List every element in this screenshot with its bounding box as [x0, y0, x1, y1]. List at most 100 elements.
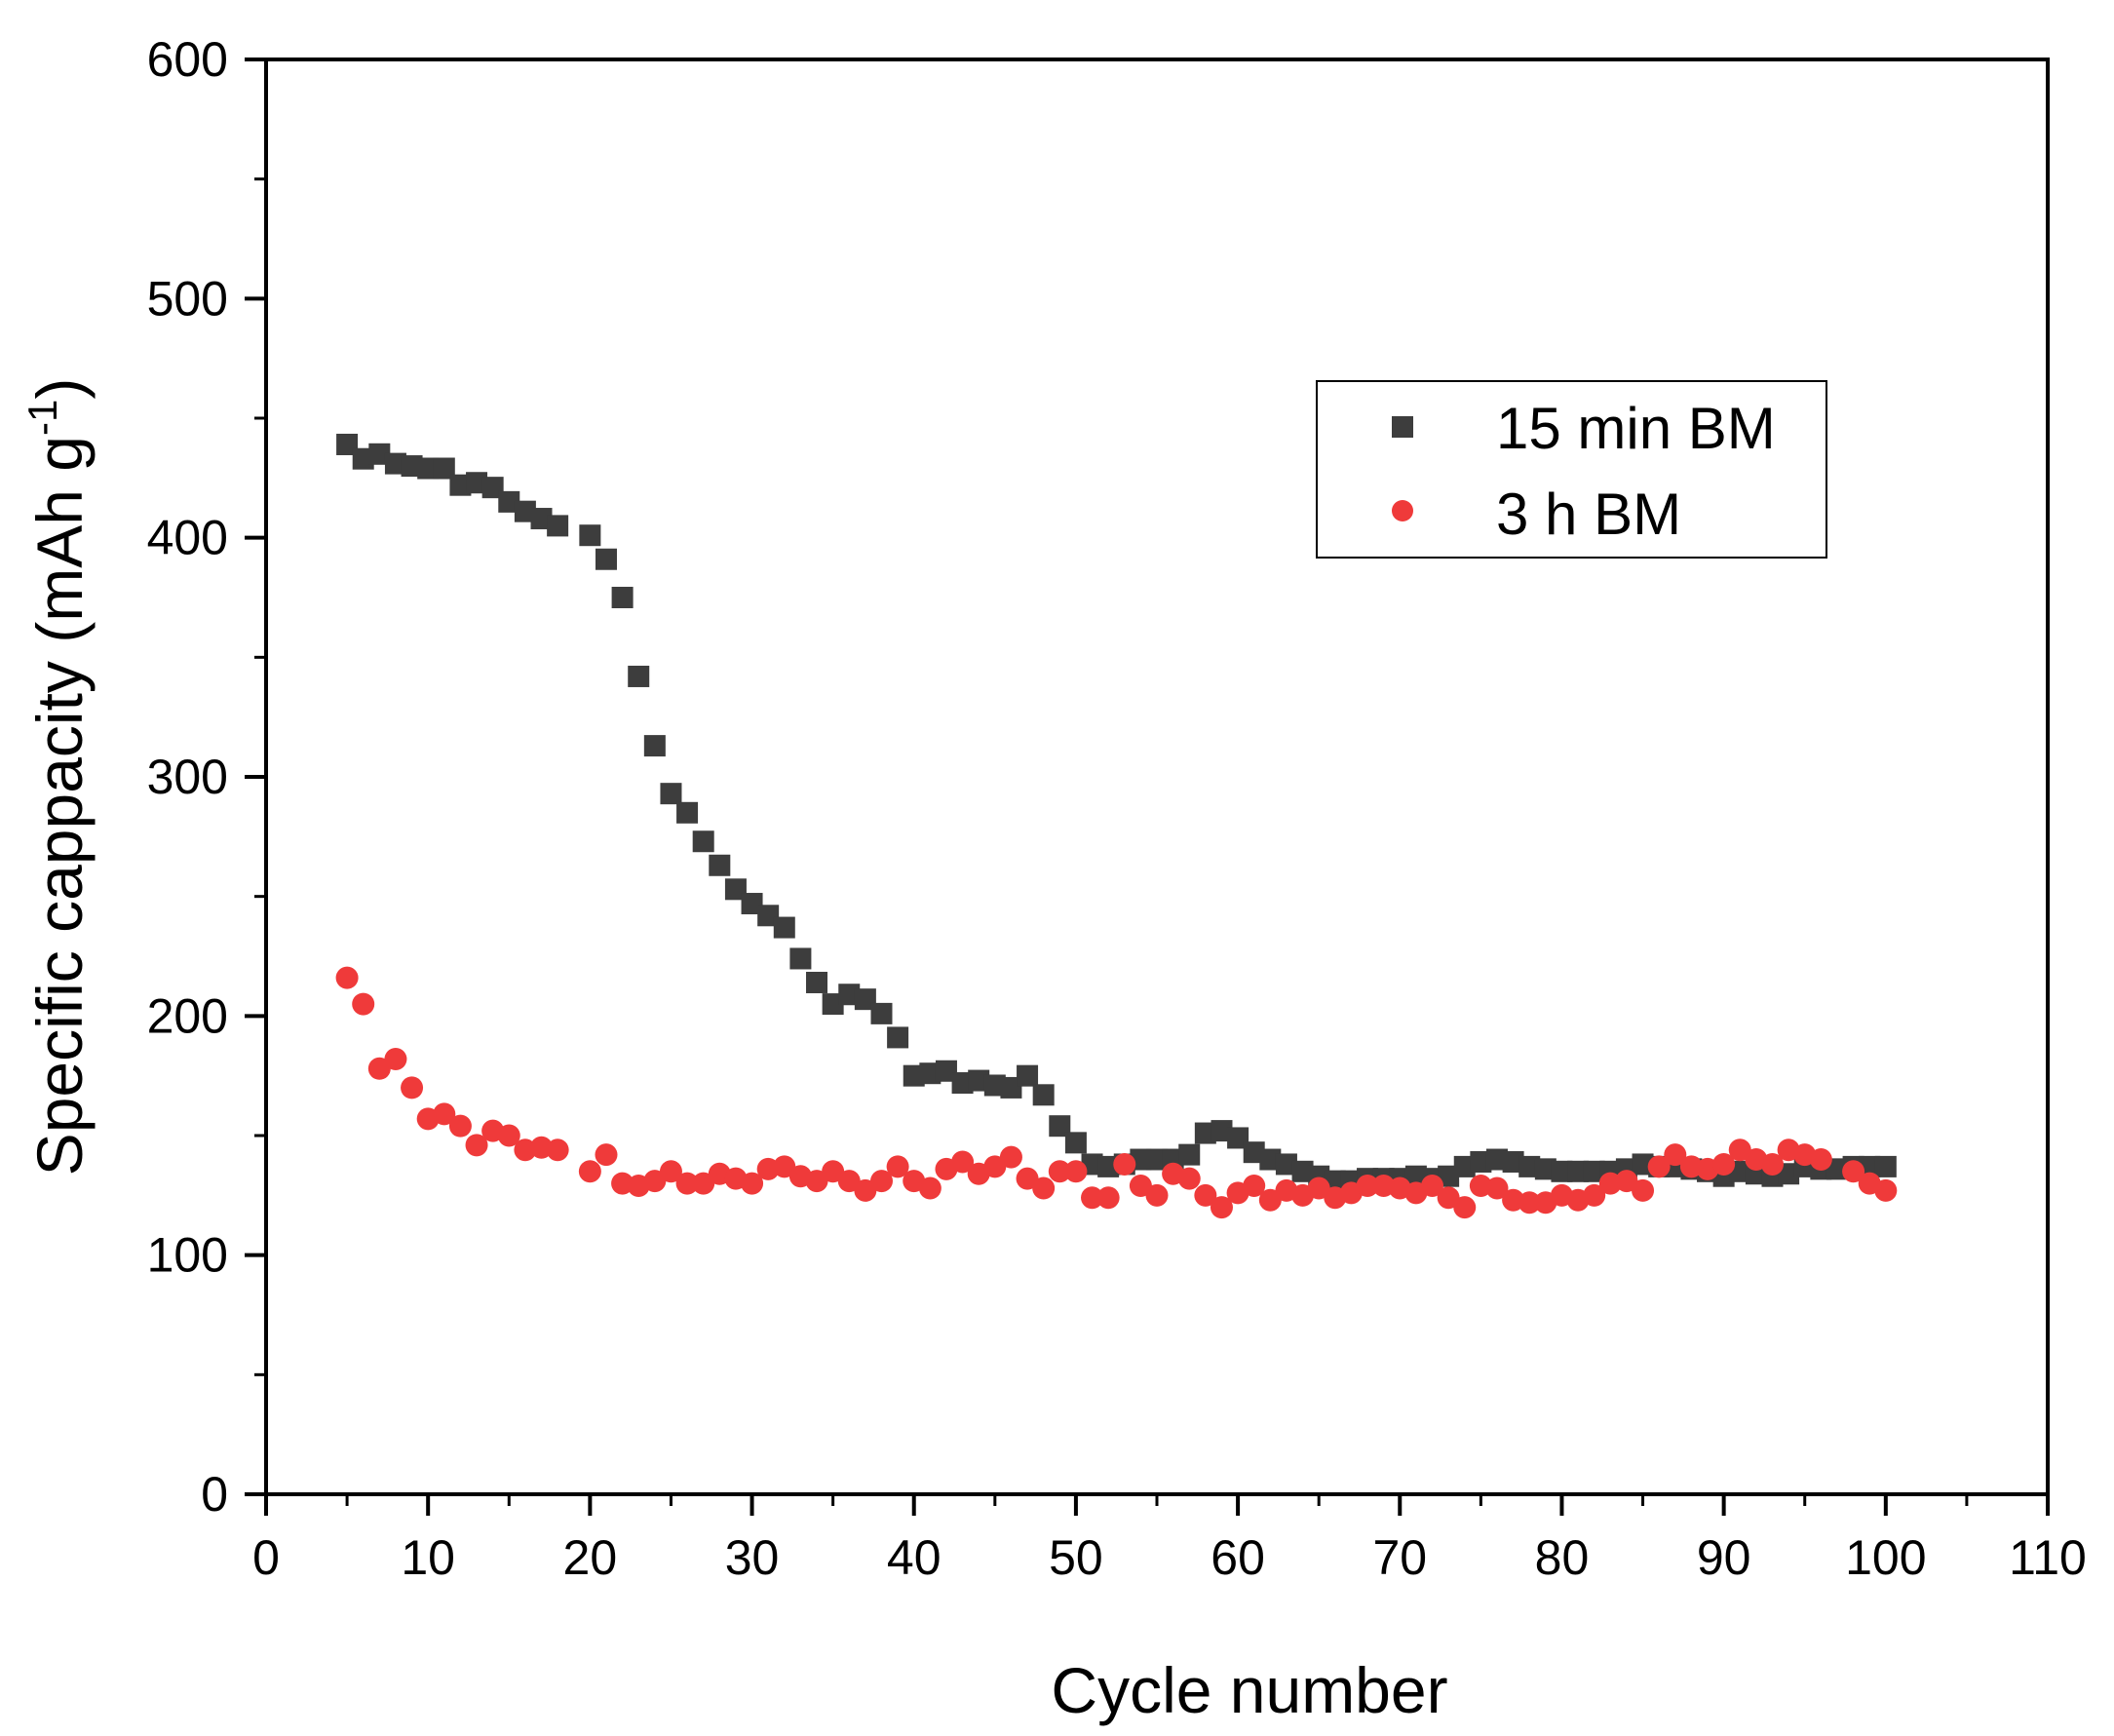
- x-axis-tick-labels: 0 10 20 30 40 50 60 70 80 90 100 110: [252, 1530, 2087, 1585]
- data-point: [1760, 1152, 1784, 1176]
- data-point: [1210, 1196, 1233, 1219]
- data-point: [1259, 1148, 1282, 1171]
- data-point: [497, 1124, 520, 1147]
- data-point: [806, 971, 828, 993]
- data-point: [692, 830, 714, 853]
- data-point: [1874, 1178, 1898, 1202]
- y-tick-label: 200: [147, 988, 228, 1043]
- data-point: [1453, 1155, 1476, 1177]
- y-axis-tick-labels: 0 100 200 300 400 500 600: [147, 32, 228, 1522]
- data-point: [1243, 1175, 1266, 1198]
- data-point: [675, 1172, 699, 1195]
- y-tick-label: 600: [147, 32, 228, 87]
- x-tick-label: 70: [1372, 1530, 1427, 1585]
- legend: 15 min BM 3 h BM: [1316, 380, 1827, 559]
- data-point: [1485, 1177, 1509, 1200]
- data-point: [903, 1064, 925, 1087]
- data-point: [676, 801, 699, 824]
- data-point: [659, 1160, 682, 1183]
- data-point: [692, 1172, 715, 1195]
- data-point: [1438, 1165, 1460, 1187]
- data-point: [643, 735, 666, 757]
- data-point: [935, 1060, 957, 1082]
- data-point: [999, 1145, 1022, 1169]
- data-point: [837, 1170, 861, 1193]
- data-point: [757, 905, 780, 927]
- data-point: [352, 447, 374, 470]
- series-3-h-bm: [335, 966, 1898, 1219]
- data-point: [822, 1160, 845, 1183]
- data-point: [1194, 1183, 1217, 1207]
- data-point: [741, 1172, 764, 1195]
- x-tick-label: 60: [1211, 1530, 1265, 1585]
- y-tick-label: 100: [147, 1228, 228, 1283]
- legend-marker-3-h-bm: [1392, 500, 1413, 521]
- legend-box: [1316, 380, 1827, 559]
- data-point: [1712, 1152, 1736, 1176]
- data-point: [1032, 1177, 1056, 1200]
- y-axis-title-main: Specific cappacity (mAh g: [23, 436, 96, 1176]
- data-point: [1243, 1141, 1265, 1164]
- data-point: [1583, 1160, 1605, 1182]
- data-point: [1518, 1191, 1541, 1215]
- data-point: [1615, 1170, 1638, 1193]
- data-point: [1826, 1158, 1848, 1180]
- data-point: [1129, 1175, 1152, 1198]
- data-point: [660, 783, 682, 805]
- data-point: [854, 988, 876, 1011]
- data-series: [335, 433, 1898, 1219]
- data-point: [1178, 1143, 1201, 1166]
- data-point: [983, 1155, 1007, 1178]
- data-point: [466, 472, 488, 494]
- x-axis-ticks: [264, 1494, 2050, 1516]
- data-point: [773, 916, 795, 939]
- data-point: [595, 1143, 618, 1167]
- data-point: [1632, 1153, 1654, 1176]
- data-point: [417, 457, 440, 480]
- data-point: [1064, 1132, 1087, 1154]
- data-point: [1356, 1175, 1379, 1198]
- data-point: [1017, 1064, 1039, 1087]
- data-point: [1032, 1084, 1055, 1106]
- data-point: [384, 1047, 407, 1070]
- data-point: [968, 1069, 990, 1092]
- data-point: [1647, 1155, 1671, 1178]
- data-point: [951, 1072, 974, 1095]
- data-point: [1275, 1153, 1297, 1176]
- data-point: [401, 1076, 424, 1099]
- data-point: [1194, 1122, 1216, 1144]
- data-point: [498, 490, 520, 513]
- data-point: [789, 947, 812, 970]
- data-point: [1227, 1127, 1249, 1149]
- data-point: [530, 508, 553, 530]
- data-point: [367, 1057, 391, 1080]
- data-point: [838, 984, 861, 1006]
- data-point: [1842, 1160, 1865, 1183]
- data-point: [1000, 1076, 1022, 1099]
- data-point: [1778, 1163, 1800, 1185]
- data-point: [1421, 1175, 1444, 1198]
- data-point: [951, 1150, 975, 1174]
- data-point: [805, 1170, 828, 1193]
- data-point: [611, 587, 634, 608]
- y-axis-title-superscript: -1: [19, 400, 65, 436]
- y-tick-label: 400: [147, 511, 228, 565]
- data-point: [1470, 1150, 1492, 1173]
- data-point: [983, 1074, 1006, 1097]
- y-axis-ticks: [245, 58, 266, 1496]
- data-point: [1518, 1155, 1541, 1177]
- data-point: [595, 548, 617, 570]
- x-tick-label: 0: [252, 1530, 280, 1585]
- data-point: [773, 1155, 796, 1178]
- data-point: [1404, 1165, 1427, 1187]
- y-tick-label: 500: [147, 271, 228, 326]
- data-point: [919, 1062, 942, 1085]
- data-point: [1096, 1186, 1120, 1210]
- data-point: [1664, 1143, 1687, 1167]
- y-tick-label: 0: [201, 1467, 228, 1522]
- data-point: [448, 1114, 472, 1138]
- legend-marker-15-min-bm: [1392, 416, 1413, 438]
- data-point: [870, 1002, 893, 1024]
- data-point: [335, 966, 359, 989]
